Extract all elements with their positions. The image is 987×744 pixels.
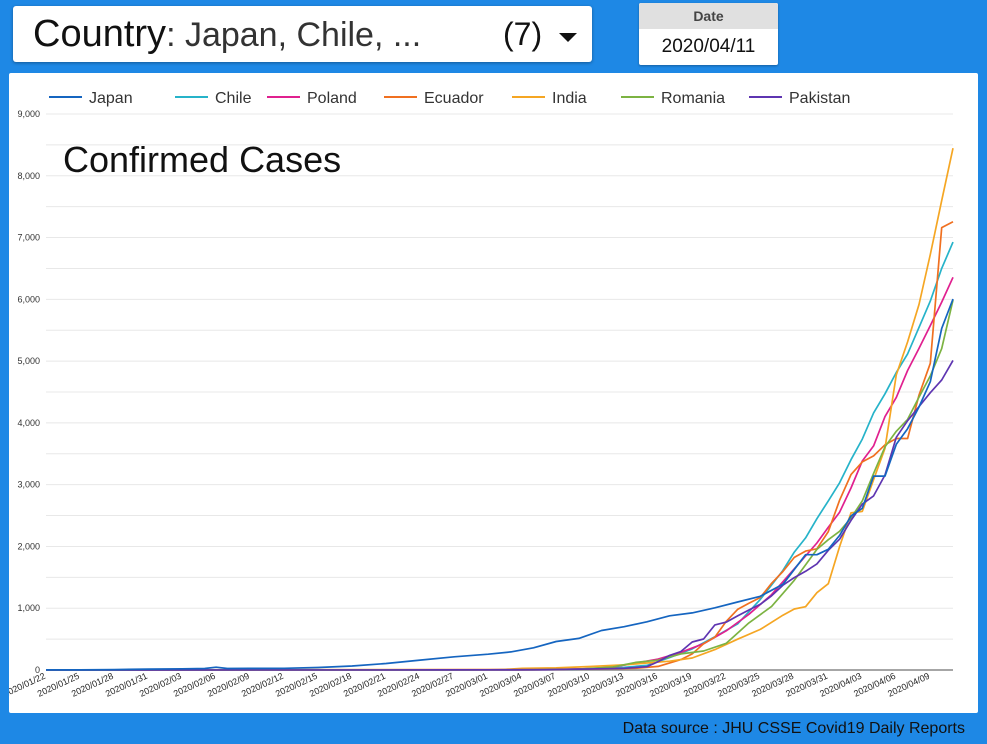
legend-label-japan: Japan	[89, 90, 133, 107]
legend-label-romania: Romania	[661, 90, 725, 107]
y-axis: 0 1,000 2,000 3,000 4,000 5,000 6,000 7,000 8,00…	[17, 109, 40, 675]
y-tick-label: 8,000	[17, 171, 40, 181]
series-line-japan	[46, 298, 954, 671]
country-filter-label: Country: Japan, Chile, ...	[33, 13, 422, 55]
y-tick-label: 5,000	[17, 356, 40, 366]
confirmed-cases-chart: 0 1,000 2,000 3,000 4,000 5,000 6,000 7,000 8,00…	[9, 90, 954, 699]
series-line-romania	[45, 299, 954, 671]
legend-label-chile: Chile	[215, 90, 252, 107]
chart-panel: 0 1,000 2,000 3,000 4,000 5,000 6,000 7,000 8,00…	[9, 73, 978, 713]
y-tick-label: 9,000	[17, 109, 40, 119]
series-line-pakistan	[45, 359, 954, 671]
x-axis: 2020/01/222020/01/252020/01/282020/01/31…	[9, 671, 931, 699]
y-tick-label: 0	[35, 665, 40, 675]
date-filter-value[interactable]: 2020/04/11	[641, 29, 776, 65]
date-filter-header: Date	[639, 3, 778, 29]
y-tick-label: 7,000	[17, 233, 40, 243]
series-line-ecuador	[45, 220, 954, 671]
y-tick-label: 1,000	[17, 603, 40, 613]
y-tick-label: 2,000	[17, 541, 40, 551]
country-filter-values: : Japan, Chile, ...	[166, 16, 422, 54]
chart-series	[45, 148, 954, 671]
y-tick-label: 6,000	[17, 294, 40, 304]
data-source-note: Data source : JHU CSSE Covid19 Daily Rep…	[622, 720, 965, 737]
legend-label-poland: Poland	[307, 90, 357, 107]
series-line-india	[45, 148, 954, 671]
chart-grid	[46, 113, 953, 671]
y-tick-label: 3,000	[17, 480, 40, 490]
legend-label-india: India	[552, 90, 587, 107]
chart-legend: Japan Chile Poland Ecuador India Romania Pakis…	[49, 90, 850, 107]
legend-label-pakistan: Pakistan	[789, 90, 850, 107]
series-line-chile	[45, 241, 954, 671]
chevron-down-icon[interactable]	[559, 33, 577, 42]
series-line-poland	[45, 276, 954, 671]
country-filter-count: (7)	[503, 16, 543, 52]
date-filter[interactable]: Date 2020/04/11	[639, 3, 778, 65]
legend-label-ecuador: Ecuador	[424, 90, 484, 107]
country-filter[interactable]: Country: Japan, Chile, ... (7)	[13, 6, 592, 62]
y-tick-label: 4,000	[17, 418, 40, 428]
chart-title: Confirmed Cases	[63, 139, 341, 180]
